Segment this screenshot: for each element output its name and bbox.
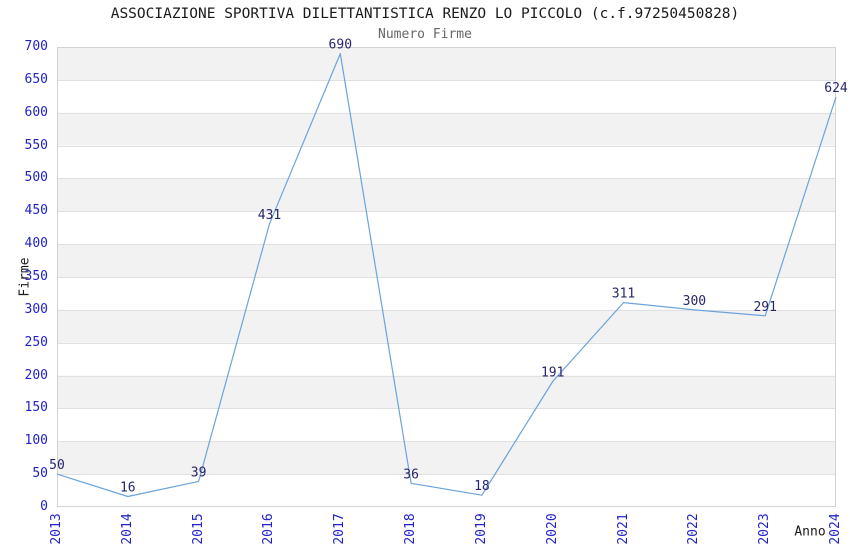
data-point-label: 690 — [329, 38, 352, 53]
background-band — [57, 47, 836, 80]
data-point-label: 16 — [120, 481, 136, 496]
x-tick-label: 2014 — [119, 513, 135, 545]
y-tick-label: 100 — [24, 433, 48, 449]
data-point-label: 624 — [824, 81, 848, 96]
y-tick-label: 400 — [24, 236, 48, 252]
data-point-label: 431 — [258, 208, 281, 223]
y-tick-label: 250 — [24, 334, 48, 350]
x-tick-label: 2020 — [544, 513, 560, 545]
y-tick-label: 300 — [24, 301, 48, 317]
chart-title: ASSOCIAZIONE SPORTIVA DILETTANTISTICA RE… — [110, 6, 740, 22]
data-point-label: 39 — [191, 465, 207, 480]
background-band — [57, 441, 836, 475]
x-tick-label: 2017 — [332, 513, 348, 545]
y-tick-label: 200 — [24, 367, 48, 383]
data-point-label: 191 — [541, 366, 564, 381]
x-tick-label: 2019 — [473, 513, 489, 545]
y-tick-label: 550 — [24, 137, 48, 153]
background-band — [57, 112, 836, 146]
y-tick-label: 450 — [24, 203, 48, 219]
x-tick-label: 2022 — [686, 513, 702, 545]
plot-border — [57, 47, 836, 507]
background-band — [57, 244, 836, 277]
background-band — [57, 178, 836, 212]
data-point-label: 311 — [612, 287, 635, 302]
background-band — [57, 309, 836, 343]
x-tick-label: 2016 — [261, 513, 277, 545]
data-point-label: 18 — [474, 479, 490, 494]
data-point-label: 300 — [683, 294, 706, 309]
plot-area: 50 16 39 431 690 36 18 191 311 300 291 624 — [49, 38, 848, 507]
y-tick-label: 350 — [24, 269, 48, 284]
x-axis-title: Anno — [794, 524, 826, 540]
x-tick-label: 2015 — [190, 513, 206, 545]
y-tick-label: 700 — [24, 39, 48, 54]
x-tick-label: 2018 — [403, 513, 419, 545]
x-tick-label: 2021 — [615, 513, 631, 545]
y-tick-label: 150 — [24, 400, 48, 416]
data-point-label: 291 — [753, 300, 776, 315]
data-point-label: 36 — [403, 467, 419, 482]
x-tick-label: 2023 — [757, 513, 773, 545]
y-tick-label: 50 — [32, 466, 48, 482]
y-tick-label: 650 — [24, 71, 48, 87]
x-tick-label: 2024 — [828, 513, 843, 545]
chart-subtitle: Numero Firme — [378, 27, 472, 42]
background-band — [57, 375, 836, 409]
y-tick-label: 600 — [24, 104, 48, 120]
y-tick-label: 500 — [24, 170, 48, 186]
x-tick-label: 2013 — [49, 513, 64, 545]
y-tick-label: 0 — [40, 499, 48, 514]
data-line — [56, 52, 837, 498]
data-point-label: 50 — [49, 458, 65, 473]
